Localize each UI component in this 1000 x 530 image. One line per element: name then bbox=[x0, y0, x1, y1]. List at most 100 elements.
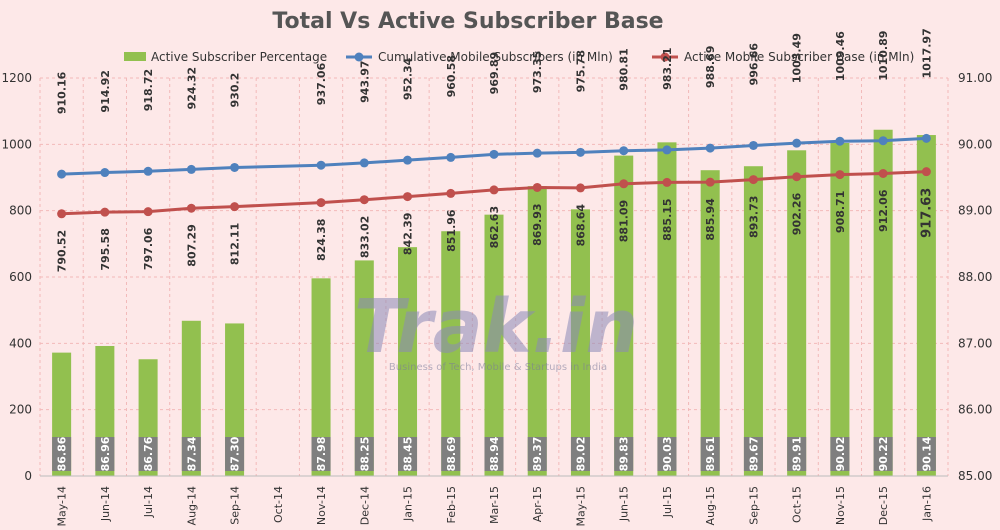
line-value-label: 937.06 bbox=[315, 62, 328, 105]
bar bbox=[787, 150, 807, 476]
data-point bbox=[792, 138, 802, 148]
bar-label-box bbox=[873, 437, 893, 471]
x-tick-label: Feb-15 bbox=[445, 486, 458, 523]
line-value-label: 1017.97 bbox=[920, 28, 933, 78]
data-point bbox=[619, 146, 629, 156]
bar bbox=[527, 186, 547, 476]
bar-label-box bbox=[527, 437, 547, 471]
data-point bbox=[403, 155, 413, 165]
x-tick-label: Jan-15 bbox=[402, 486, 415, 522]
watermark-tagline: Business of Tech, Mobile & Startups in I… bbox=[389, 362, 607, 373]
data-point bbox=[575, 147, 585, 157]
x-tick-label: Aug-14 bbox=[185, 486, 198, 525]
data-point bbox=[878, 136, 888, 146]
right-tick-label: 88.00 bbox=[958, 270, 992, 284]
line-value-label: 960.58 bbox=[445, 55, 458, 97]
bar-value-label: 89.91 bbox=[791, 437, 804, 472]
bar-value-label: 87.34 bbox=[185, 436, 198, 471]
data-point bbox=[705, 177, 715, 187]
data-point bbox=[100, 207, 110, 217]
line-value-label: 924.32 bbox=[185, 67, 198, 109]
bar bbox=[657, 142, 677, 477]
bar bbox=[873, 129, 893, 477]
legend-marker-cumulative bbox=[354, 52, 364, 62]
bar-label-box bbox=[830, 437, 850, 471]
line-value-label: 908.71 bbox=[834, 191, 847, 233]
x-tick-label: May-14 bbox=[56, 486, 69, 526]
x-tick-label: Nov-15 bbox=[834, 486, 847, 525]
bar-label-box bbox=[52, 437, 72, 471]
data-point bbox=[532, 182, 542, 192]
bar-label-box bbox=[225, 437, 245, 471]
bar-value-label: 89.61 bbox=[704, 437, 717, 472]
bar-value-label: 89.83 bbox=[618, 437, 631, 472]
line-value-label: 851.96 bbox=[445, 209, 458, 252]
line-value-label: 914.92 bbox=[99, 70, 112, 112]
line-value-label: 917.63 bbox=[919, 188, 934, 238]
left-tick-label: 400 bbox=[9, 336, 32, 350]
right-tick-label: 89.00 bbox=[958, 204, 992, 218]
data-point bbox=[921, 167, 931, 177]
series-line bbox=[61, 170, 927, 216]
data-point bbox=[359, 195, 369, 205]
x-tick-label: May-15 bbox=[574, 486, 587, 526]
bar-value-label: 90.14 bbox=[920, 436, 933, 471]
bar-label-box bbox=[181, 437, 201, 471]
watermark-brand: Trak.in bbox=[354, 284, 638, 370]
x-tick-label: Jul-14 bbox=[142, 486, 155, 518]
line-value-label: 795.58 bbox=[99, 228, 112, 270]
line-value-label: 812.11 bbox=[229, 223, 242, 265]
line-value-label: 988.69 bbox=[704, 46, 717, 88]
line-value-label: 930.2 bbox=[229, 73, 242, 108]
data-point bbox=[143, 166, 153, 176]
bar-value-label: 90.02 bbox=[834, 437, 847, 472]
line-series: 910.16 914.92 918.72 924.32 930.2 937.06 943.9… bbox=[56, 28, 935, 272]
bar bbox=[916, 135, 936, 476]
bar-label-box bbox=[441, 437, 461, 471]
x-tick-label: Dec-14 bbox=[358, 486, 371, 525]
chart-title: Total Vs Active Subscriber Base bbox=[272, 9, 663, 34]
bar-label-box bbox=[138, 437, 158, 471]
bar-value-label: 89.02 bbox=[574, 437, 587, 472]
x-tick-label: Sep-15 bbox=[747, 486, 760, 525]
left-tick-label: 1200 bbox=[1, 71, 32, 85]
legend-label-cumulative: Cumulative Mobile Subscribers (in Mln) bbox=[378, 50, 613, 64]
bar-label-box bbox=[484, 437, 504, 471]
data-point bbox=[186, 203, 196, 213]
data-point bbox=[230, 202, 240, 212]
legend-marker-active-base bbox=[660, 52, 670, 62]
line-value-label: 943.97 bbox=[358, 60, 371, 102]
data-point bbox=[662, 145, 672, 155]
bar bbox=[441, 231, 461, 476]
bar-value-label: 88.25 bbox=[358, 437, 371, 472]
x-tick-label: Jul-15 bbox=[661, 486, 674, 518]
series-line bbox=[61, 136, 927, 176]
legend-swatch-active-percentage bbox=[124, 52, 146, 61]
bar-value-label: 88.45 bbox=[402, 437, 415, 472]
bar bbox=[484, 214, 504, 476]
x-tick-label: Dec-15 bbox=[877, 486, 890, 525]
x-tick-label: Oct-14 bbox=[272, 486, 285, 523]
bar bbox=[743, 166, 763, 476]
line-value-label: 885.15 bbox=[661, 198, 674, 240]
line-value-label: 842.39 bbox=[402, 213, 415, 255]
line-value-label: 969.89 bbox=[488, 52, 501, 94]
data-point bbox=[835, 136, 845, 146]
x-tick-label: Apr-15 bbox=[531, 486, 544, 522]
left-tick-label: 0 bbox=[24, 469, 32, 483]
right-tick-label: 90.00 bbox=[958, 137, 992, 151]
line-value-label: 824.38 bbox=[315, 219, 328, 261]
data-point bbox=[230, 162, 240, 172]
bar-label-box bbox=[311, 437, 331, 471]
line-value-label: 983.21 bbox=[661, 47, 674, 89]
line-value-label: 885.94 bbox=[704, 198, 717, 241]
line-value-label: 869.93 bbox=[531, 203, 544, 245]
bar-value-label: 86.86 bbox=[56, 436, 69, 471]
left-tick-label: 800 bbox=[9, 204, 32, 218]
right-tick-label: 85.00 bbox=[958, 469, 992, 483]
bar bbox=[830, 143, 850, 477]
line-value-label: 910.16 bbox=[56, 71, 69, 114]
data-point bbox=[921, 133, 931, 143]
x-tick-label: Sep-14 bbox=[229, 486, 242, 525]
